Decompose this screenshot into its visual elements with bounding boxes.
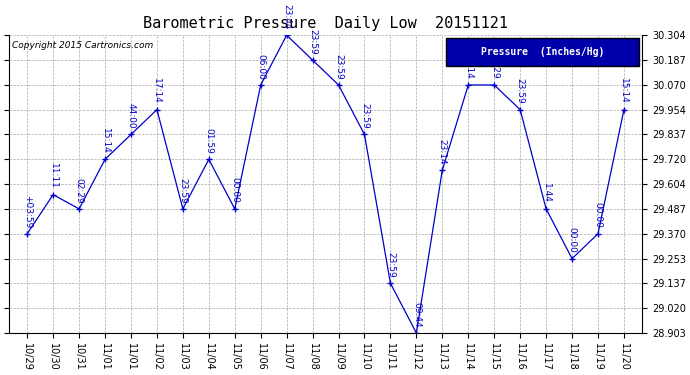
Text: 01:59: 01:59 [204, 128, 213, 154]
Text: 23:59: 23:59 [515, 78, 524, 104]
Text: 02:29: 02:29 [75, 178, 83, 203]
Text: 1:44: 1:44 [542, 183, 551, 203]
Text: 00:00: 00:00 [593, 202, 602, 228]
Text: 11:11: 11:11 [48, 163, 58, 189]
Text: 23:59: 23:59 [386, 252, 395, 278]
Text: 23:59: 23:59 [360, 103, 369, 129]
Text: 06:00: 06:00 [256, 54, 265, 80]
Text: 44:00: 44:00 [126, 104, 135, 129]
Text: 00:00: 00:00 [230, 177, 239, 203]
Text: 16:14: 16:14 [464, 54, 473, 80]
Text: Pressure  (Inches/Hg): Pressure (Inches/Hg) [481, 47, 604, 57]
Text: 15:14: 15:14 [620, 78, 629, 104]
Text: 00:00: 00:00 [568, 227, 577, 253]
Text: 14:29: 14:29 [490, 54, 499, 80]
Text: 23:59: 23:59 [308, 29, 317, 54]
Text: +03:59: +03:59 [23, 195, 32, 228]
Text: 23:14: 23:14 [438, 139, 447, 164]
Text: Copyright 2015 Cartronics.com: Copyright 2015 Cartronics.com [12, 41, 153, 50]
FancyBboxPatch shape [446, 38, 639, 66]
Text: 23:59: 23:59 [334, 54, 343, 80]
Text: 23:44: 23:44 [282, 4, 291, 30]
Title: Barometric Pressure  Daily Low  20151121: Barometric Pressure Daily Low 20151121 [143, 16, 508, 31]
Text: 23:59: 23:59 [179, 178, 188, 203]
Text: 15:14: 15:14 [101, 128, 110, 154]
Text: 09:44: 09:44 [412, 302, 421, 327]
Text: 17:14: 17:14 [152, 78, 161, 104]
